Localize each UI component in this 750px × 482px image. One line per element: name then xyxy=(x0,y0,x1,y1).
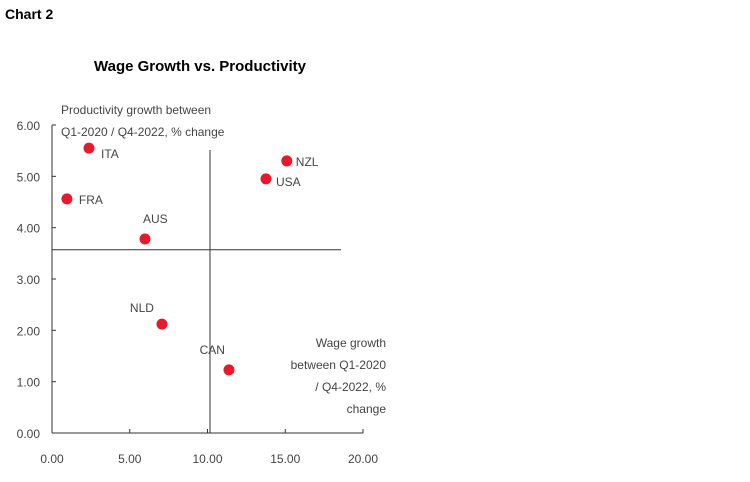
y-axis-label-line: Productivity growth between xyxy=(61,103,211,117)
x-tick-label: 5.00 xyxy=(118,452,142,466)
point-label-ita: ITA xyxy=(101,147,119,161)
point-usa xyxy=(260,173,272,185)
point-label-usa: USA xyxy=(276,175,301,189)
x-tick-label: 0.00 xyxy=(40,452,64,466)
x-axis-label: Wage growth between Q1-2020 / Q4-2022, % ch… xyxy=(291,336,387,416)
x-tick-label: 15.00 xyxy=(270,452,300,466)
y-tick-label: 2.00 xyxy=(17,324,41,338)
x-axis-label-line: / Q4-2022, % xyxy=(315,380,386,394)
y-tick-label: 0.00 xyxy=(17,427,41,441)
point-nld xyxy=(156,318,168,330)
x-tick-label: 20.00 xyxy=(348,452,378,466)
y-tick-label: 1.00 xyxy=(17,376,41,390)
axes: 0.00 5.00 10.00 15.00 20.00 0.00 1.00 2.00 3.00 4… xyxy=(17,119,379,466)
point-can xyxy=(223,364,235,376)
x-axis-label-line: change xyxy=(347,402,387,416)
point-label-can: CAN xyxy=(200,343,225,357)
point-fra xyxy=(61,193,73,205)
y-tick-label: 4.00 xyxy=(17,222,41,236)
x-axis-label-line: Wage growth xyxy=(316,336,386,350)
point-label-fra: FRA xyxy=(79,193,103,207)
y-axis-label-line: Q1-2020 / Q4-2022, % change xyxy=(61,125,225,139)
point-aus xyxy=(139,233,151,245)
point-label-aus: AUS xyxy=(143,212,168,226)
y-axis-label: Productivity growth between Q1-2020 / Q4-… xyxy=(61,103,225,139)
reference-lines xyxy=(52,150,341,433)
y-tick-label: 5.00 xyxy=(17,170,41,184)
y-tick-label: 3.00 xyxy=(17,273,41,287)
data-points: ITA FRA AUS NLD CAN USA NZL xyxy=(61,142,319,376)
chart-title: Wage Growth vs. Productivity xyxy=(94,58,307,75)
chart-number-label: Chart 2 xyxy=(5,6,54,22)
x-tick-label: 10.00 xyxy=(192,452,222,466)
point-label-nzl: NZL xyxy=(296,155,319,169)
y-tick-label: 6.00 xyxy=(17,119,41,133)
point-ita xyxy=(83,142,95,154)
point-label-nld: NLD xyxy=(130,301,154,315)
point-nzl xyxy=(281,155,293,167)
x-axis-label-line: between Q1-2020 xyxy=(291,358,387,372)
